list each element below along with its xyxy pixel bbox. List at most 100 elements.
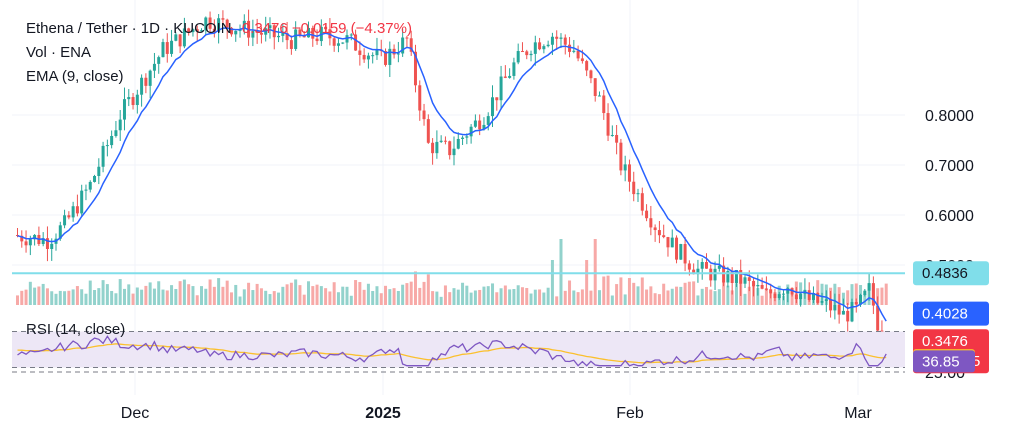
candle-body: [422, 110, 426, 120]
volume-bar: [41, 283, 45, 305]
candle-body: [105, 145, 109, 147]
volume-bar: [760, 295, 764, 305]
candle-body: [859, 294, 863, 305]
candle-body: [182, 28, 186, 47]
volume-bar: [730, 290, 734, 305]
volume-bar: [54, 293, 58, 305]
volume-bar: [413, 271, 417, 305]
rsi-legend[interactable]: RSI (14, close): [26, 321, 126, 338]
symbol-legend[interactable]: Ethena / Tether · 1D · KUCOIN 0.3476 −0.…: [26, 20, 412, 37]
candle-body: [679, 244, 683, 260]
volume-bar: [850, 284, 854, 305]
volume-bar: [135, 287, 139, 305]
candle-body: [610, 134, 614, 136]
volume-bars: [16, 239, 888, 305]
volume-bar: [478, 289, 482, 305]
volume-bar: [846, 290, 850, 305]
candle-body: [208, 17, 212, 29]
volume-bar: [161, 289, 165, 305]
volume-bar: [37, 286, 41, 305]
volume-bar: [602, 276, 606, 305]
volume-bar: [615, 284, 619, 305]
volume-legend[interactable]: Vol · ENA: [26, 44, 92, 61]
candle-body: [405, 37, 409, 39]
volume-bar: [443, 285, 447, 305]
volume-bar: [636, 286, 640, 305]
volume-bar: [717, 289, 721, 305]
candle-body: [829, 299, 833, 311]
volume-bar: [448, 292, 452, 305]
candle-body: [666, 237, 670, 248]
volume-bar: [726, 285, 730, 305]
volume-bar: [242, 289, 246, 305]
volume-bar: [187, 284, 191, 305]
volume-bar: [747, 286, 751, 305]
candle-body: [362, 54, 366, 60]
volume-bar: [277, 292, 281, 305]
rsi-ma-line: [17, 343, 887, 364]
candle-body: [285, 32, 289, 41]
candle-body: [461, 137, 465, 139]
candle-body: [486, 116, 490, 125]
volume-bar: [452, 288, 456, 305]
candle-body: [371, 55, 375, 57]
volume-bar: [529, 293, 533, 305]
volume-bar: [58, 290, 62, 305]
candle-body: [341, 42, 345, 44]
volume-bar: [555, 296, 559, 305]
price-tick-label: 0.7000: [925, 158, 974, 175]
volume-bar: [649, 286, 653, 305]
volume-bar: [756, 288, 760, 305]
volume-bar: [657, 294, 661, 305]
volume-bar: [67, 290, 71, 305]
candle-body: [683, 244, 687, 264]
volume-bar: [152, 288, 156, 305]
candle-body: [20, 235, 24, 242]
candle-body: [585, 61, 589, 71]
volume-bar: [50, 291, 54, 305]
rsi-badge-label: 36.85: [922, 353, 960, 370]
volume-bar: [734, 283, 738, 305]
candle-body: [636, 193, 640, 195]
candle-body: [396, 53, 400, 55]
volume-bar: [392, 288, 396, 305]
candle-body: [392, 48, 396, 55]
volume-bar: [127, 284, 131, 305]
candle-body: [482, 124, 486, 130]
volume-bar: [568, 280, 572, 305]
candle-body: [418, 85, 422, 111]
candle-body: [152, 63, 156, 71]
volume-bar: [439, 296, 443, 305]
candle-body: [546, 44, 550, 47]
volume-bar: [16, 295, 19, 305]
volume-bar: [307, 281, 310, 305]
candle-body: [165, 42, 169, 54]
volume-bar: [409, 281, 413, 305]
volume-bar: [687, 281, 691, 305]
candle-body: [170, 40, 174, 54]
candle-body: [315, 38, 319, 42]
candle-body: [563, 37, 567, 45]
candle-body: [426, 119, 430, 143]
candle-body: [807, 290, 811, 300]
candle-body: [135, 94, 139, 106]
candle-body: [259, 32, 263, 35]
candle-body: [388, 48, 392, 65]
volume-bar: [45, 288, 49, 305]
candle-body: [730, 271, 734, 284]
volume-bar: [264, 290, 268, 305]
candle-body: [850, 301, 854, 322]
ema-legend[interactable]: EMA (9, close): [26, 68, 124, 85]
volume-bar: [576, 292, 580, 305]
price-badge-label: 0.4028: [922, 306, 968, 323]
candle-body: [358, 50, 362, 55]
ema-line: [17, 26, 887, 322]
volume-bar: [110, 290, 114, 305]
price-badge: 0.4028: [913, 301, 989, 326]
candle-body: [63, 215, 67, 226]
volume-bar: [28, 281, 32, 305]
volume-bar: [349, 295, 353, 305]
volume-bar: [101, 280, 105, 305]
candle-body: [657, 230, 661, 236]
